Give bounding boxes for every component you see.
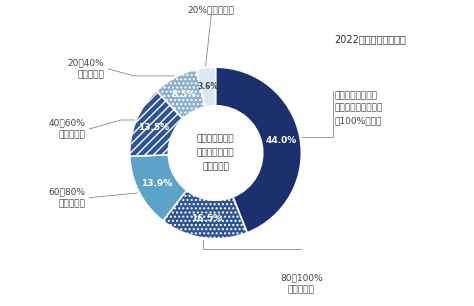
Text: 16.5%: 16.5% <box>191 215 222 223</box>
Text: 13.5%: 13.5% <box>138 123 170 132</box>
Text: 13.9%: 13.9% <box>141 179 172 188</box>
Wedge shape <box>130 91 183 156</box>
Text: 60～80%
未満の世帯: 60～80% 未満の世帯 <box>48 187 85 208</box>
Text: 3.6%: 3.6% <box>198 82 219 91</box>
Text: 2022（令和４）年調査: 2022（令和４）年調査 <box>334 35 406 45</box>
Wedge shape <box>156 69 205 119</box>
Wedge shape <box>163 190 247 239</box>
Wedge shape <box>130 155 187 221</box>
Text: 公的年金・恩給の
総所得に占める割合
が100%の世帯: 公的年金・恩給の 総所得に占める割合 が100%の世帯 <box>334 91 383 125</box>
Text: 44.0%: 44.0% <box>265 136 297 145</box>
Wedge shape <box>216 67 301 233</box>
Text: 80～100%
未満の世帯: 80～100% 未満の世帯 <box>280 273 323 295</box>
Text: 20～40%
未満の世帯: 20～40% 未満の世帯 <box>67 58 104 80</box>
Text: 8.5%: 8.5% <box>172 90 197 99</box>
Wedge shape <box>196 67 216 107</box>
Text: 公的年金・恩給
を受給している
高齢者世帯: 公的年金・恩給 を受給している 高齢者世帯 <box>197 135 234 171</box>
Text: 20%未満の世帯: 20%未満の世帯 <box>188 6 235 15</box>
Text: 40～60%
未満の世帯: 40～60% 未満の世帯 <box>48 118 85 140</box>
